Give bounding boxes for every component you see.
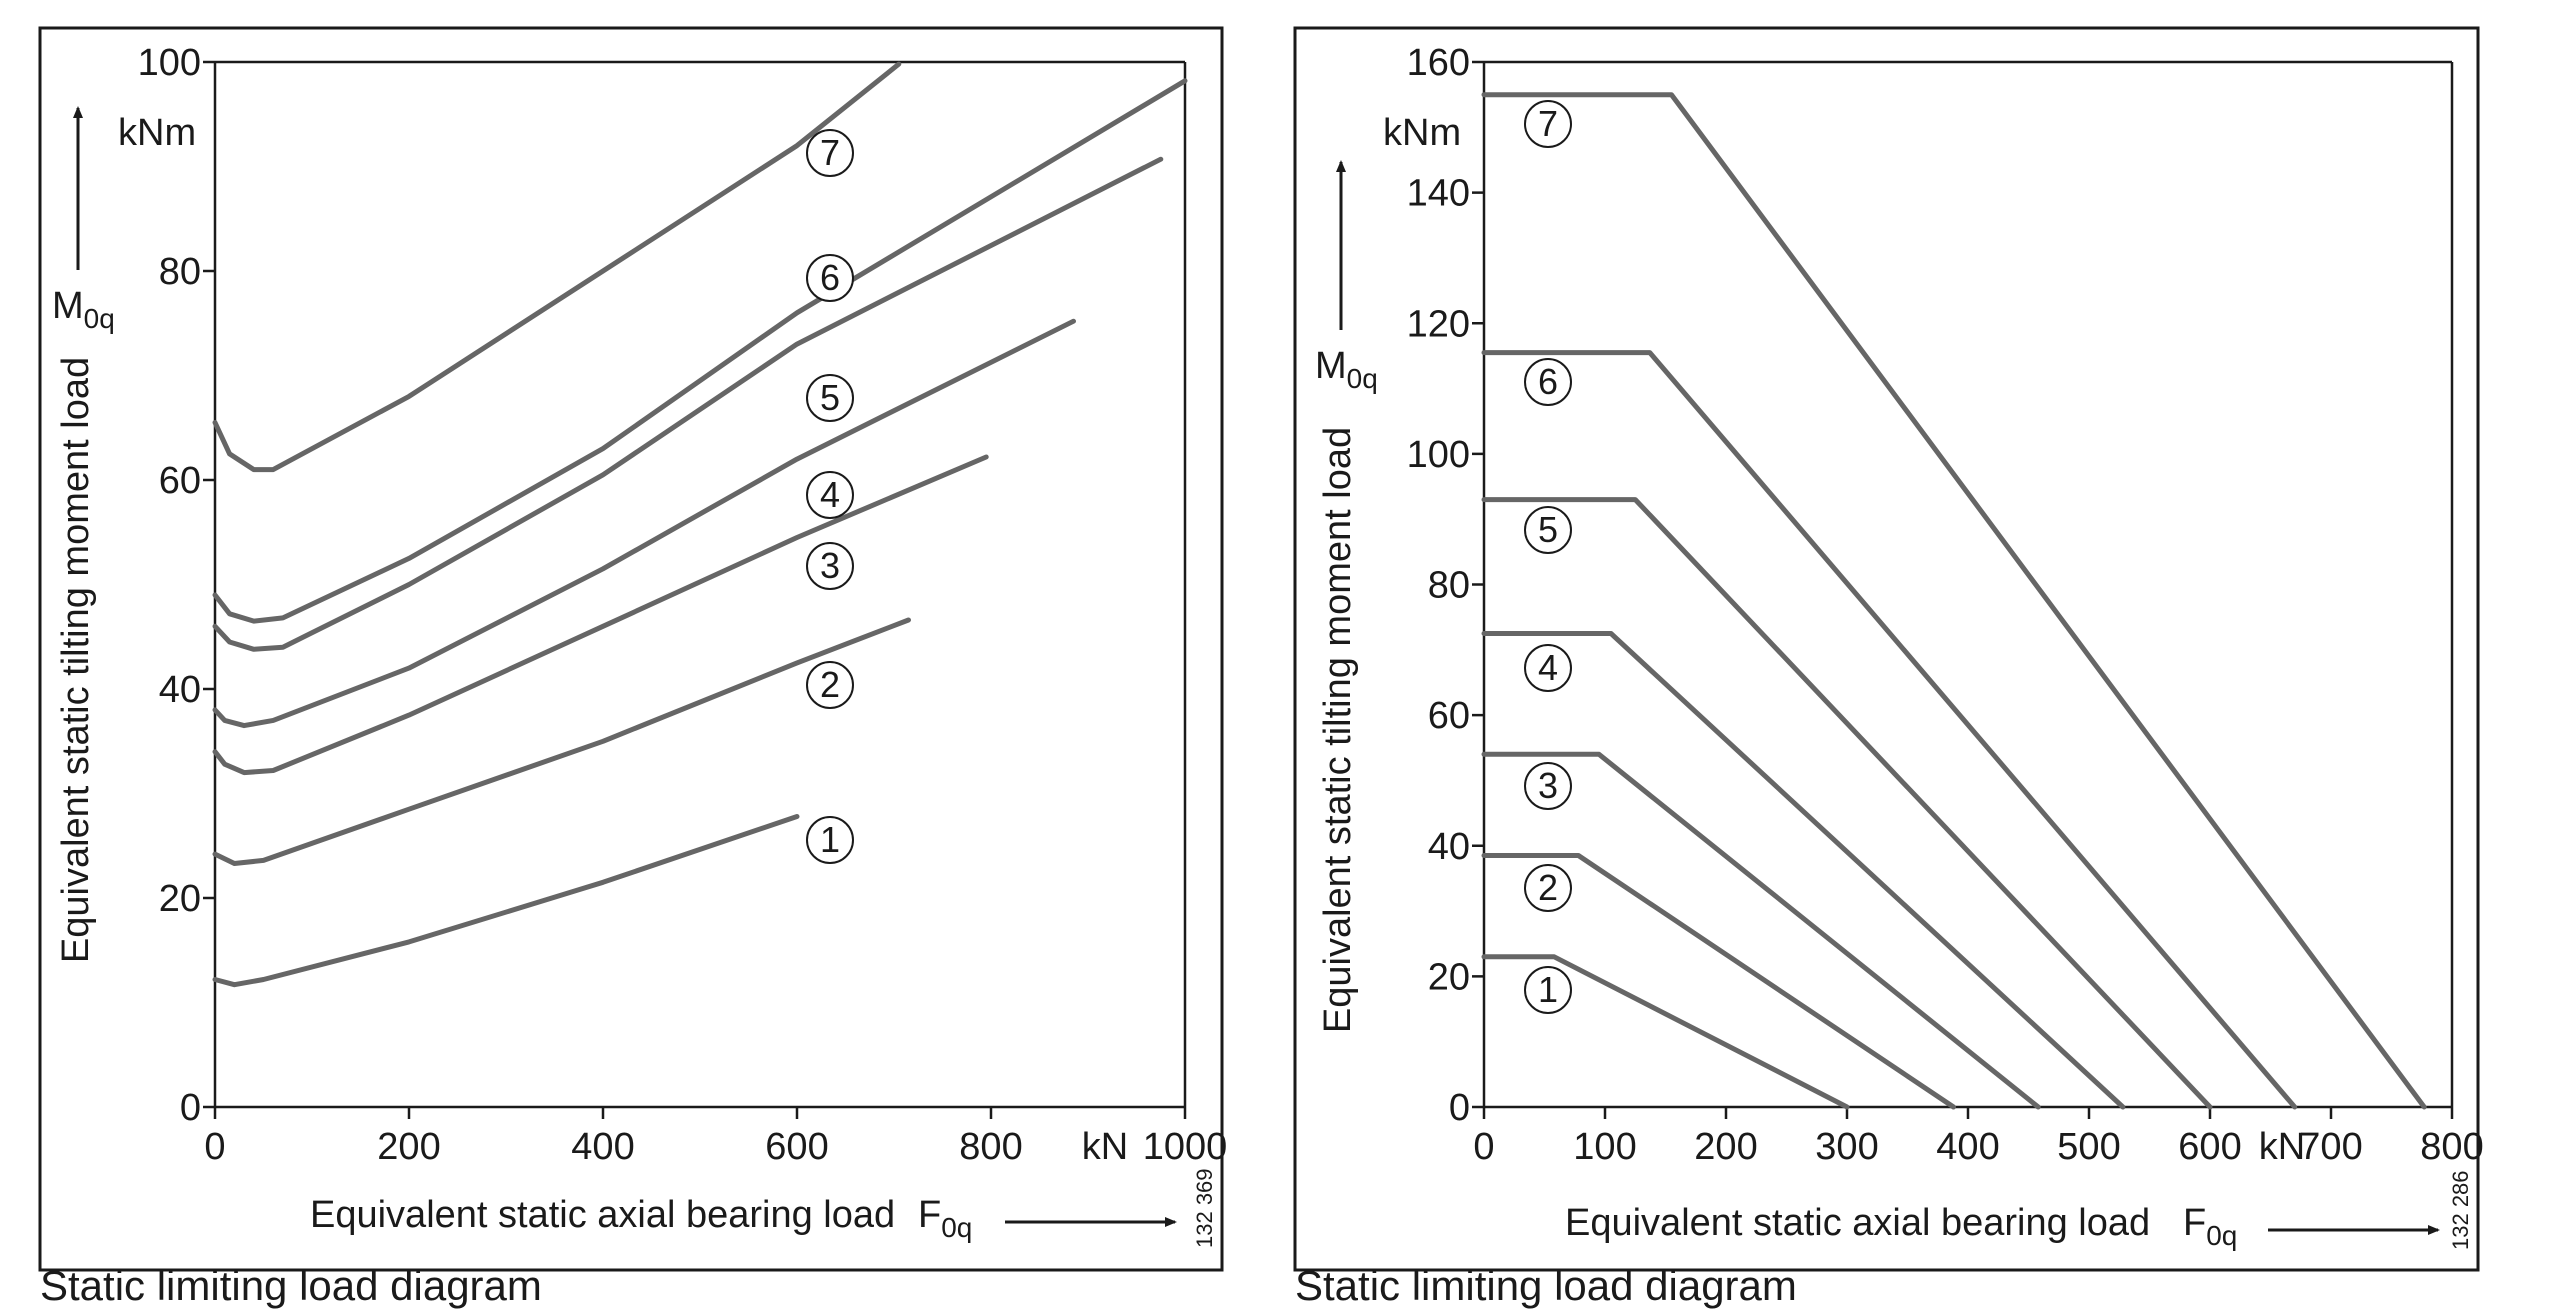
right-series-7-line bbox=[1481, 92, 2427, 1110]
left-y-unit: kNm bbox=[118, 112, 196, 154]
right-x-tick-label: 200 bbox=[1694, 1126, 1757, 1168]
left-series-7-line bbox=[212, 61, 902, 473]
right-y-symbol: M0q bbox=[1315, 345, 1378, 394]
right-x-label: Equivalent static axial bearing load bbox=[1565, 1202, 2150, 1244]
right-series-1-marker bbox=[1524, 966, 1572, 1014]
left-y-tick-label: 40 bbox=[159, 669, 201, 711]
left-series-6-label: 6 bbox=[820, 257, 840, 298]
right-x-tick-label: 0 bbox=[1473, 1126, 1494, 1168]
right-y-tick-label: 80 bbox=[1428, 565, 1470, 607]
left-x-label: Equivalent static axial bearing load bbox=[310, 1194, 895, 1236]
right-x-tick-label: 500 bbox=[2057, 1126, 2120, 1168]
right-chart: 0 20 40 60 80 100 120 140 160 0 100 200 300 400 500 600… bbox=[1293, 26, 2484, 1272]
right-series-2-marker bbox=[1524, 864, 1572, 912]
right-series-5-line bbox=[1481, 497, 2213, 1110]
left-y-tick-label: 0 bbox=[180, 1087, 201, 1129]
left-drawing-code: 132 369 bbox=[1192, 1168, 1217, 1248]
left-series-5-marker bbox=[806, 374, 854, 422]
right-y-tick-label: 140 bbox=[1407, 173, 1470, 215]
left-chart-frame bbox=[38, 26, 1224, 1272]
left-series-7-marker bbox=[806, 129, 854, 177]
left-x-tick-label: 1000 bbox=[1143, 1126, 1228, 1168]
right-series-6-label: 6 bbox=[1538, 361, 1558, 402]
left-series-6-marker bbox=[806, 254, 854, 302]
right-x-tick-label: 700 bbox=[2299, 1126, 2362, 1168]
right-y-unit: kNm bbox=[1383, 112, 1461, 154]
right-x-tick-label: 100 bbox=[1573, 1126, 1636, 1168]
right-y-tick-label: 60 bbox=[1428, 695, 1470, 737]
right-caption: Static limiting load diagram bbox=[1295, 1262, 1797, 1309]
right-plot-area: 0 20 40 60 80 100 120 140 160 0 100 200 300 400 500 600… bbox=[1407, 42, 2484, 1168]
right-x-tick-label: 300 bbox=[1815, 1126, 1878, 1168]
right-y-tick-label: 0 bbox=[1449, 1087, 1470, 1129]
left-x-tick-label: 800 bbox=[959, 1126, 1022, 1168]
left-series-2-label: 2 bbox=[820, 664, 840, 705]
left-series-4-marker bbox=[806, 471, 854, 519]
left-series-1-marker bbox=[806, 816, 854, 864]
right-series-2-label: 2 bbox=[1538, 867, 1558, 908]
left-y-tick-label: 20 bbox=[159, 878, 201, 920]
right-series-2-line bbox=[1481, 853, 1956, 1110]
left-series-4-label: 4 bbox=[820, 474, 840, 515]
right-series-1-line bbox=[1481, 954, 1850, 1110]
left-series-6-line bbox=[212, 78, 1188, 624]
left-series-2-line bbox=[212, 617, 911, 866]
right-y-tick-label: 20 bbox=[1428, 956, 1470, 998]
right-y-label: Equivalent static tilting moment load bbox=[1317, 427, 1359, 1033]
left-series-3-label: 3 bbox=[820, 545, 840, 586]
left-series-3-marker bbox=[806, 542, 854, 590]
right-series-3-line bbox=[1481, 751, 2041, 1110]
right-y-tick-label: 120 bbox=[1407, 303, 1470, 345]
right-y-tick-label: 40 bbox=[1428, 826, 1470, 868]
right-x-symbol: F0q bbox=[2183, 1202, 2237, 1251]
left-series-2-marker bbox=[806, 661, 854, 709]
right-series-7-label: 7 bbox=[1538, 103, 1558, 144]
right-series-7-marker bbox=[1524, 100, 1572, 148]
right-x-tick-label: 600 bbox=[2178, 1126, 2241, 1168]
left-caption: Static limiting load diagram bbox=[40, 1262, 542, 1309]
right-x-tick-label: 800 bbox=[2420, 1126, 2483, 1168]
right-chart-frame bbox=[1293, 26, 2480, 1272]
left-x-tick-label: 400 bbox=[571, 1126, 634, 1168]
right-series-3-marker bbox=[1524, 762, 1572, 810]
left-x-tick-label: 600 bbox=[765, 1126, 828, 1168]
right-series-5-marker bbox=[1524, 506, 1572, 554]
left-series-3-line bbox=[212, 454, 989, 776]
left-y-tick-label: 100 bbox=[138, 42, 201, 84]
left-series-1-line bbox=[212, 814, 800, 988]
left-x-tick-label: 0 bbox=[204, 1126, 225, 1168]
right-x-tick-label: 400 bbox=[1936, 1126, 1999, 1168]
right-y-tick-label: 160 bbox=[1407, 42, 1470, 84]
left-x-symbol: F0q bbox=[918, 1194, 972, 1243]
right-series-6-line bbox=[1481, 350, 2298, 1110]
left-x-tick-label: 200 bbox=[377, 1126, 440, 1168]
left-y-symbol: M0q bbox=[52, 285, 115, 334]
right-series-3-label: 3 bbox=[1538, 765, 1558, 806]
right-series-4-marker bbox=[1524, 644, 1572, 692]
left-series-5-line bbox=[212, 156, 1164, 652]
right-series-5-label: 5 bbox=[1538, 509, 1558, 550]
left-x-unit: kN bbox=[1082, 1126, 1128, 1168]
left-series-4-line bbox=[212, 318, 1076, 729]
right-x-unit: kN bbox=[2259, 1126, 2305, 1168]
right-series-4-line bbox=[1481, 631, 2126, 1110]
right-series-4-label: 4 bbox=[1538, 647, 1558, 688]
right-drawing-code: 132 286 bbox=[2448, 1170, 2473, 1250]
right-series-1-label: 1 bbox=[1538, 969, 1558, 1010]
left-series-1-label: 1 bbox=[820, 819, 840, 860]
right-series-6-marker bbox=[1524, 358, 1572, 406]
left-y-tick-label: 80 bbox=[159, 251, 201, 293]
left-series-5-label: 5 bbox=[820, 377, 840, 418]
left-y-tick-label: 60 bbox=[159, 460, 201, 502]
left-y-label: Equivalent static tilting moment load bbox=[55, 357, 97, 963]
right-y-tick-label: 100 bbox=[1407, 434, 1470, 476]
left-series-7-label: 7 bbox=[820, 132, 840, 173]
